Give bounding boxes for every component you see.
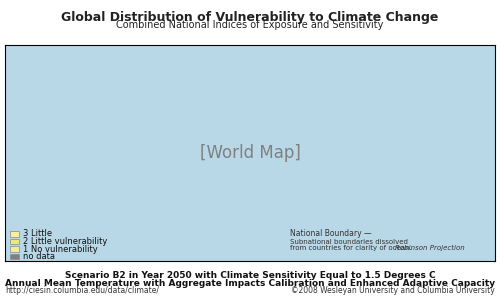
Text: Robinson Projection: Robinson Projection — [395, 245, 465, 251]
Text: 1 No vulnerability: 1 No vulnerability — [23, 244, 98, 253]
Text: [World Map]: [World Map] — [200, 144, 300, 162]
Text: Scenario B2 in Year 2050 with Climate Sensitivity Equal to 1.5 Degrees C: Scenario B2 in Year 2050 with Climate Se… — [64, 272, 436, 280]
Text: ©2008 Wesleyan University and Columbia University: ©2008 Wesleyan University and Columbia U… — [291, 286, 495, 295]
Text: from countries for clarity of ocean.: from countries for clarity of ocean. — [290, 245, 412, 251]
Text: 2 Little vulnerability: 2 Little vulnerability — [23, 237, 107, 246]
Text: Combined National Indices of Exposure and Sensitivity: Combined National Indices of Exposure an… — [116, 20, 384, 29]
Text: http://ciesin.columbia.edu/data/climate/: http://ciesin.columbia.edu/data/climate/ — [5, 286, 159, 295]
Text: Subnational boundaries dissolved: Subnational boundaries dissolved — [290, 238, 408, 244]
Text: Global Distribution of Vulnerability to Climate Change: Global Distribution of Vulnerability to … — [62, 11, 438, 23]
Text: National Boundary —: National Boundary — — [290, 230, 372, 238]
Text: 3 Little: 3 Little — [23, 230, 52, 238]
Text: Annual Mean Temperature with Aggregate Impacts Calibration and Enhanced Adaptive: Annual Mean Temperature with Aggregate I… — [5, 279, 495, 288]
Text: no data: no data — [23, 252, 55, 261]
